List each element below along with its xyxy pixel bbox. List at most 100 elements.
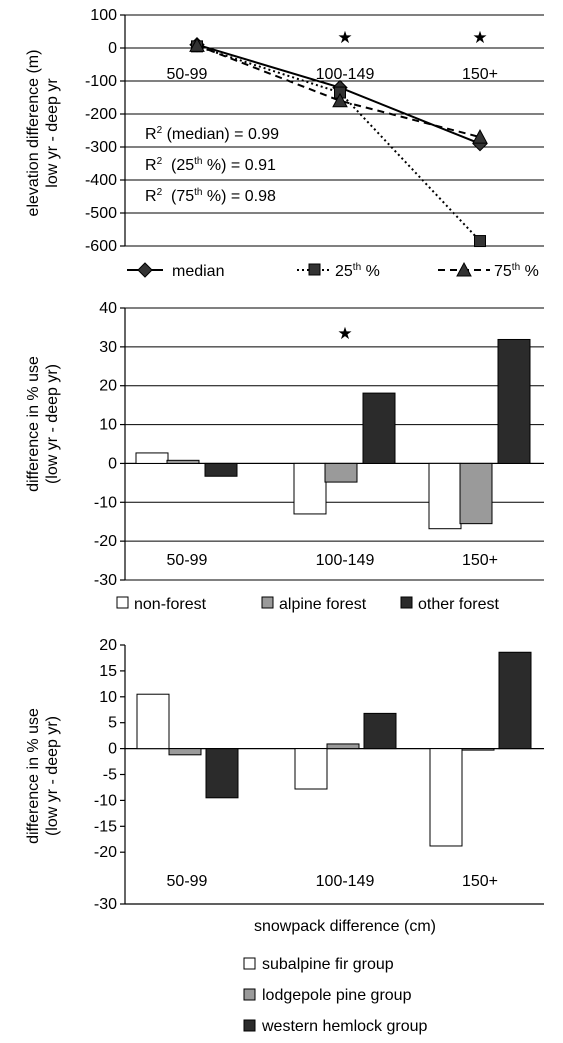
p2-y-tick-label: 0 [108, 455, 117, 472]
p1-y-tick-label: -200 [85, 106, 117, 123]
p1-y-tick-label: -300 [85, 139, 117, 156]
p2-y-tick-label: 30 [99, 339, 117, 356]
p3-category-label: 150+ [462, 873, 498, 890]
p2-bars [135, 338, 531, 530]
p2-y-tick-label: 40 [99, 300, 117, 317]
p2-y-tick-labels: 40 30 20 10 0 -10 -20 -30 [94, 300, 117, 589]
series-line-75th- [196, 44, 481, 139]
p2-significance-stars: ★ [337, 324, 352, 343]
p3-y-tick-label: -10 [94, 792, 117, 809]
p1-series-markers [189, 36, 488, 248]
legend-item-median: median [127, 262, 224, 280]
legend-label-alpine-forest: alpine forest [279, 596, 367, 613]
p3-category-label: 100-149 [316, 873, 375, 890]
legend-label-75th: 75th % [494, 262, 539, 280]
p2-y-axis-label-line1: difference in % use [25, 356, 42, 492]
p2-bar-alpine-forest [166, 459, 200, 464]
p2-y-tick-label: -20 [94, 533, 117, 550]
p2-y-tick-label: -10 [94, 494, 117, 511]
p3-bar-western-hemlock-group [498, 651, 532, 750]
marker-square [474, 235, 486, 248]
p3-bar-subalpine-fir-group [136, 693, 170, 750]
p1-y-axis-label-line2: low yr - deep yr [44, 78, 61, 188]
p2-category-label: 50-99 [167, 552, 208, 569]
marker-triangle [189, 37, 205, 52]
legend-swatch-western-hemlock-group [243, 1019, 256, 1032]
p3-y-axis-label-line1: difference in % use [25, 708, 42, 844]
legend-item-75th: 75th % [438, 261, 539, 280]
p2-y-axis-label-line2: (low yr - deep yr) [44, 364, 61, 484]
p3-y-axis-label-line2: (low yr - deep yr) [44, 716, 61, 836]
p1-y-tick-label: -400 [85, 172, 117, 189]
p3-bar-lodgepole-pine-group [168, 748, 202, 756]
p3-y-tick-labels: 20 15 10 5 0 -5 -10 -15 -20 -30 [94, 637, 117, 913]
panel-elevation: 100 0 -100 -200 -300 -400 -500 -600 elevation d… [25, 7, 544, 280]
p2-bar-other-forest [204, 462, 238, 477]
p1-significance-star: ★ [337, 28, 352, 47]
p1-legend: median 25th % 75th % [127, 261, 539, 280]
p3-y-tick-label: -30 [94, 896, 117, 913]
annotation-r2-25th: R2 (25th %) = 0.91 [145, 156, 276, 174]
legend-label-25th: 25th % [335, 262, 380, 280]
p2-significance-star: ★ [337, 324, 352, 343]
legend-item-25th: 25th % [297, 262, 380, 280]
legend-label-non-forest: non-forest [134, 596, 207, 613]
legend-swatch-other-forest [400, 596, 413, 609]
p3-category-labels: 50-99 100-149 150+ [167, 873, 498, 890]
p3-bar-western-hemlock-group [205, 748, 239, 799]
p2-category-label: 100-149 [316, 552, 375, 569]
p2-y-tick-label: 20 [99, 378, 117, 395]
p1-category-label: 50-99 [167, 66, 208, 83]
p2-bar-other-forest [362, 392, 396, 464]
p2-bar-non-forest [293, 462, 327, 515]
annotation-r2-75th: R2 (75th %) = 0.98 [145, 187, 276, 205]
p3-bar-subalpine-fir-group [429, 748, 463, 847]
p2-bar-alpine-forest [459, 462, 493, 525]
legend-label-western-hemlock-group: western hemlock group [261, 1018, 428, 1035]
legend-label-median: median [172, 263, 224, 280]
marker-triangle [332, 92, 348, 108]
p3-y-tick-label: 0 [108, 741, 117, 758]
panel-percent-use-groups: 20 15 10 5 0 -5 -10 -15 -20 -30 difference in % u… [25, 637, 544, 1035]
p3-gridlines [120, 644, 544, 905]
legend-swatch-alpine-forest [261, 596, 274, 609]
legend-swatch-subalpine-fir-group [243, 957, 256, 970]
p3-y-tick-label: -20 [94, 844, 117, 861]
p2-legend: non-forest alpine forest other forest [116, 596, 499, 613]
p2-y-tick-label: -30 [94, 572, 117, 589]
legend-swatch-non-forest [116, 596, 129, 609]
p1-y-tick-label: 0 [108, 40, 117, 57]
p3-x-axis-label: snowpack difference (cm) [254, 918, 436, 935]
p2-category-label: 150+ [462, 552, 498, 569]
p2-y-tick-label: 10 [99, 417, 117, 434]
p3-y-tick-label: 15 [99, 663, 117, 680]
legend-label-other-forest: other forest [418, 596, 499, 613]
p1-y-tick-label: -600 [85, 238, 117, 255]
marker-triangle [472, 129, 488, 144]
p1-category-label: 100-149 [316, 66, 375, 83]
p3-y-tick-label: 20 [99, 637, 117, 654]
p1-y-axis-label-line1: elevation difference (m) [25, 50, 42, 217]
p3-category-label: 50-99 [167, 873, 208, 890]
p1-significance-star: ★ [472, 28, 487, 47]
p1-y-tick-label: -500 [85, 205, 117, 222]
legend-label-lodgepole-pine-group: lodgepole pine group [262, 987, 412, 1004]
p2-bar-non-forest [135, 452, 169, 464]
p2-category-labels: 50-99 100-149 150+ [167, 552, 498, 569]
p3-bar-lodgepole-pine-group [461, 748, 495, 751]
p1-y-tick-label: 100 [90, 7, 117, 24]
p1-y-tick-labels: 100 0 -100 -200 -300 -400 -500 -600 [85, 7, 117, 255]
p2-bar-alpine-forest [324, 462, 358, 483]
p3-y-tick-label: 5 [108, 715, 117, 732]
p3-legend: subalpine fir group lodgepole pine group w… [243, 956, 428, 1035]
annotation-r2-median: R2 (median) = 0.99 [145, 125, 279, 143]
legend-swatch-lodgepole-pine-group [243, 988, 256, 1001]
p1-category-label: 150+ [462, 66, 498, 83]
panel-percent-use-forest: 40 30 20 10 0 -10 -20 -30 difference in % use (… [25, 300, 544, 613]
p2-bar-other-forest [497, 338, 531, 464]
p3-bar-lodgepole-pine-group [326, 743, 360, 750]
p3-y-tick-label: 10 [99, 689, 117, 706]
p1-y-tick-label: -100 [85, 73, 117, 90]
p3-y-tick-label: -5 [103, 767, 117, 784]
